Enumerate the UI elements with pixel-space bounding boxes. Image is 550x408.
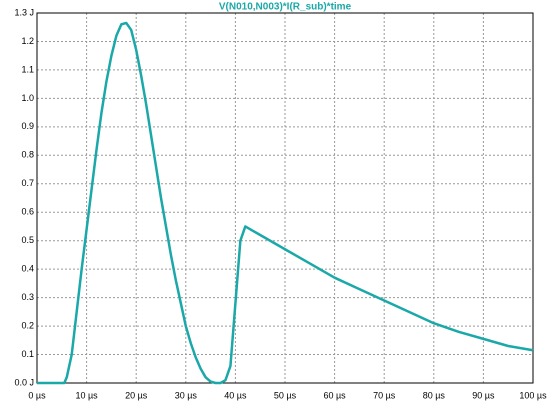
- y-tick-label: 0.6: [21, 207, 34, 217]
- y-tick-label: 0.7: [21, 178, 34, 188]
- y-tick-label: 0.4: [21, 264, 34, 274]
- y-tick-label: 0.3: [21, 292, 34, 302]
- x-tick-label: 10 µs: [75, 390, 98, 400]
- x-tick-label: 0 µs: [28, 390, 46, 400]
- y-tick-label: 0.1: [21, 349, 34, 359]
- y-tick-label: 0.8: [21, 150, 34, 160]
- y-tick-label: 1.0: [21, 93, 34, 103]
- y-tick-label: 1.3 J: [14, 7, 34, 17]
- chart-title: V(N010,N003)*I(R_sub)*time: [219, 2, 352, 13]
- y-tick-label: 1.2: [21, 36, 34, 46]
- y-tick-label: 0.2: [21, 320, 34, 330]
- x-tick-label: 40 µs: [224, 390, 247, 400]
- data-line: [37, 21, 534, 385]
- x-tick-label: 80 µs: [423, 390, 446, 400]
- x-tick-label: 90 µs: [472, 390, 495, 400]
- x-tick-label: 60 µs: [323, 390, 346, 400]
- y-tick-label: 0.9: [21, 121, 34, 131]
- x-tick-label: 20 µs: [125, 390, 148, 400]
- x-tick-label: 30 µs: [175, 390, 198, 400]
- y-tick-label: 0.0 J: [14, 377, 34, 387]
- x-tick-label: 100 µs: [519, 390, 547, 400]
- plot-frame: [36, 12, 534, 384]
- y-tick-label: 0.5: [21, 235, 34, 245]
- x-tick-label: 50 µs: [274, 390, 297, 400]
- x-tick-label: 70 µs: [373, 390, 396, 400]
- y-tick-label: 1.1: [21, 64, 34, 74]
